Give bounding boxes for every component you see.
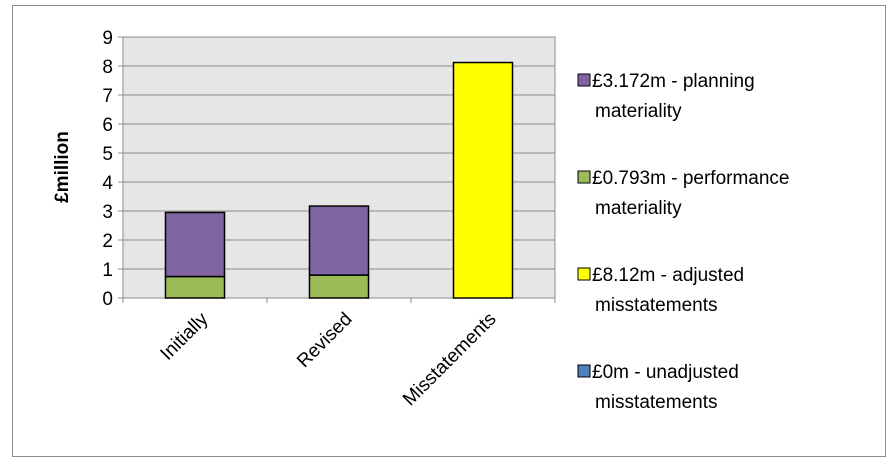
legend-label: £8.12m - adjusted	[592, 265, 744, 286]
bar-initially-series-1	[164, 211, 226, 278]
legend-label: £3.172m - planning	[592, 71, 755, 92]
legend-label: misstatements	[595, 295, 717, 316]
y-axis-title: £million	[52, 131, 73, 203]
legend-item: £0m - unadjusted misstatements	[577, 362, 739, 413]
bar-initially-series-0	[164, 275, 226, 299]
y-tick-label: 2	[102, 231, 113, 252]
legend-swatch	[577, 170, 591, 184]
x-tick-label: Misstatements	[399, 309, 500, 410]
y-tick-label: 6	[102, 115, 113, 136]
legend-item: £3.172m - planning materiality	[577, 71, 755, 122]
bars	[164, 61, 514, 299]
y-axis-ticks: 0 1 2 3 4 5 6 7 8 9	[102, 28, 123, 310]
y-tick-label: 3	[102, 202, 113, 223]
x-axis-ticks: Initially Revised Misstatements	[122, 298, 556, 410]
x-tick-label: Initially	[157, 308, 213, 364]
legend-label: £0m - unadjusted	[592, 362, 739, 383]
x-tick-label: Revised	[293, 309, 356, 372]
legend-label: materiality	[595, 198, 682, 219]
legend-swatch	[577, 267, 591, 281]
legend-swatch	[577, 73, 591, 87]
bar-revised-series-0	[308, 274, 370, 299]
legend-item: £8.12m - adjusted misstatements	[577, 265, 744, 316]
y-tick-label: 9	[102, 28, 113, 49]
y-tick-label: 4	[102, 173, 113, 194]
y-tick-label: 0	[102, 289, 113, 310]
legend-label: misstatements	[595, 392, 717, 413]
y-tick-label: 1	[102, 260, 113, 281]
y-tick-label: 8	[102, 57, 113, 78]
bar-misstatements-series-2	[452, 61, 514, 299]
legend-label: £0.793m - performance	[592, 168, 790, 189]
legend-label: materiality	[595, 101, 682, 122]
bar-revised-series-1	[308, 205, 370, 276]
y-tick-label: 7	[102, 86, 113, 107]
legend-item: £0.793m - performance materiality	[577, 168, 790, 219]
legend-swatch	[577, 364, 591, 378]
y-tick-label: 5	[102, 144, 113, 165]
